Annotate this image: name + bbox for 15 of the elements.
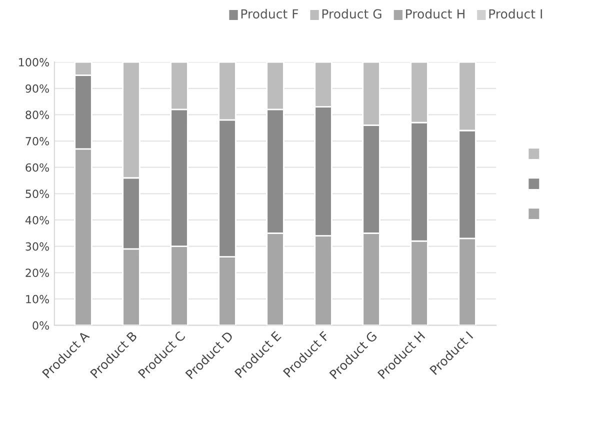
y-tick-label: 20% xyxy=(26,268,49,278)
text: Product H xyxy=(406,8,464,19)
y-tick-label: 30% xyxy=(26,242,49,251)
text: Product F xyxy=(241,8,298,19)
y-tick-label: 40% xyxy=(25,216,49,224)
y-tick-label: 50% xyxy=(26,190,49,198)
y-tick-label: 70% xyxy=(26,137,49,146)
y-tick-label: 100% xyxy=(19,58,49,66)
y-tick-label: 60% xyxy=(26,163,49,172)
y-tick-label: 10% xyxy=(26,294,49,304)
y-tick-label: 80% xyxy=(26,110,49,120)
y-tick-label: 90% xyxy=(26,84,49,93)
text: Product I xyxy=(489,8,542,19)
text: Product G xyxy=(322,8,382,19)
y-tick-label: 0% xyxy=(32,321,49,330)
